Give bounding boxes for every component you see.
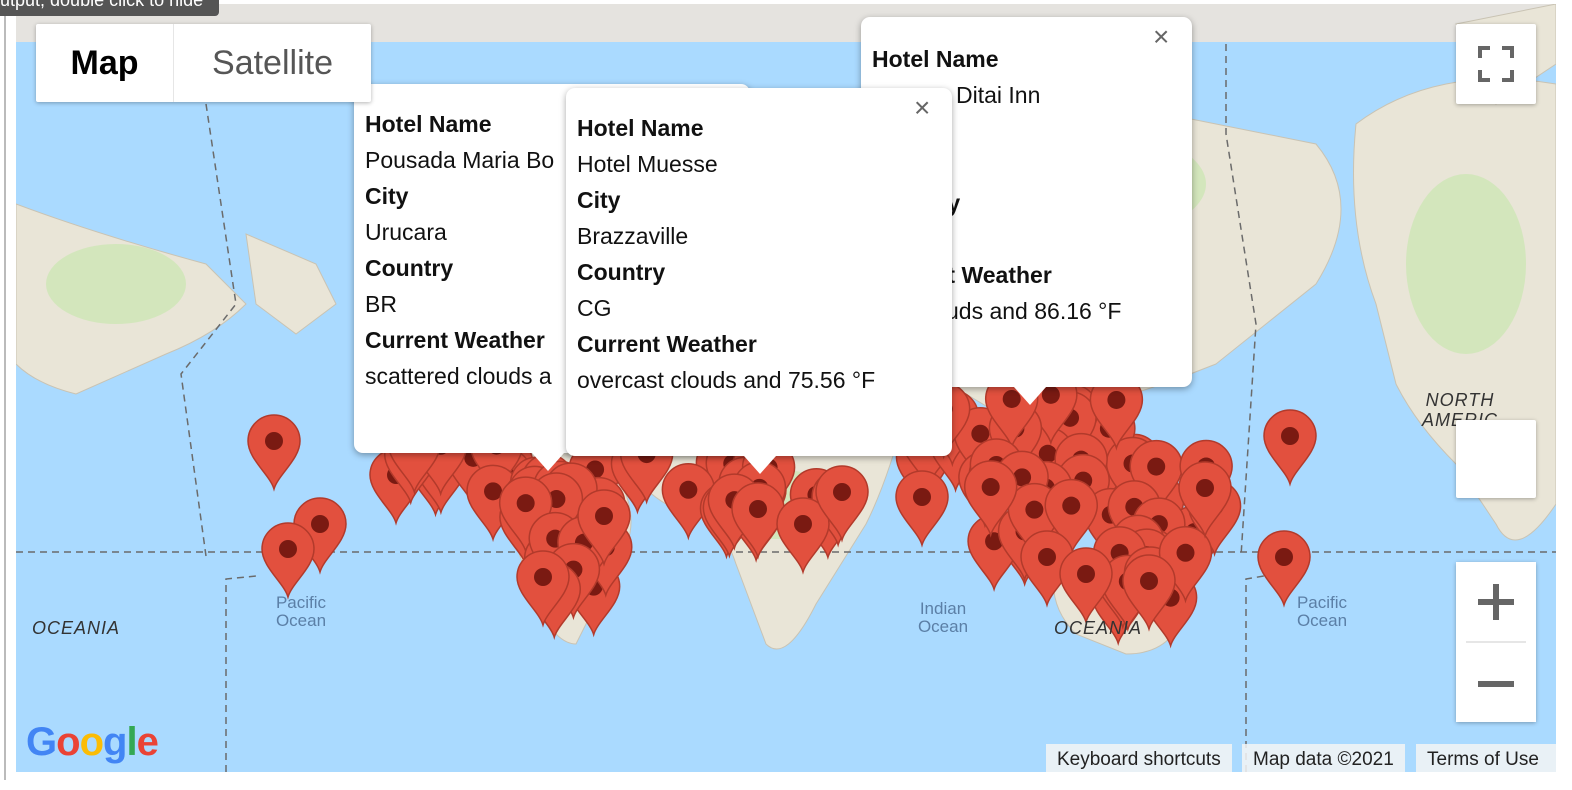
field-label: Hotel Name <box>577 115 704 141</box>
label-line: Ocean <box>275 611 327 630</box>
hotel-marker[interactable] <box>963 460 1018 538</box>
logo-letter: g <box>103 720 127 764</box>
hotel-marker[interactable] <box>1059 547 1113 625</box>
hint-text: utput, double click to hide <box>0 0 204 10</box>
logo-letter: l <box>126 720 137 764</box>
field-label: Hotel Name <box>872 46 999 72</box>
hotel-marker[interactable] <box>895 470 949 548</box>
hotel-marker[interactable] <box>261 522 315 600</box>
close-button[interactable]: × <box>1153 21 1170 52</box>
logo-letter: o <box>56 720 80 764</box>
field-label: Current Weather <box>577 331 757 357</box>
hotel-marker[interactable] <box>1129 439 1183 518</box>
hotel-marker[interactable] <box>776 497 830 575</box>
label-line: Ocean <box>917 617 969 636</box>
close-button[interactable]: × <box>914 92 931 123</box>
hotel-marker[interactable] <box>1263 409 1317 487</box>
field-label: City <box>577 187 621 213</box>
field-value: Hotel Muesse <box>577 151 718 177</box>
cell-border <box>4 0 6 780</box>
label-line: Indian <box>919 599 967 618</box>
field-value: Brazzaville <box>577 223 689 249</box>
pegman-button[interactable] <box>1456 420 1536 498</box>
field-value: CG <box>577 295 612 321</box>
logo-letter: e <box>136 720 159 764</box>
map-data-label: Map data ©2021 <box>1242 744 1405 772</box>
zoom-control <box>1456 562 1536 722</box>
fullscreen-button[interactable] <box>1456 24 1536 104</box>
continent-label: OCEANIA <box>1054 618 1143 638</box>
field-value: uds and 86.16 °F <box>946 298 1122 324</box>
hotel-marker[interactable] <box>1044 478 1099 557</box>
logo-letter: o <box>79 720 104 764</box>
fullscreen-icon <box>1478 46 1514 82</box>
label-line: Ocean <box>1296 611 1348 630</box>
field-label: City <box>365 183 409 209</box>
field-value: Urucara <box>365 219 447 245</box>
hotel-marker[interactable] <box>247 414 301 492</box>
hotel-marker[interactable] <box>1178 461 1232 539</box>
field-value: overcast clouds and 75.56 °F <box>577 367 876 393</box>
info-window: × Hotel Name Hotel Muesse City Brazzavil… <box>566 88 952 474</box>
logo-text: Google <box>26 720 159 764</box>
map-type-control: Map Satellite <box>36 24 371 102</box>
map-button[interactable]: Map <box>70 44 139 82</box>
map: Pacific Ocean Indian Ocean Pacific Ocean OC… <box>16 4 1556 772</box>
hotel-marker[interactable] <box>516 550 570 628</box>
info-tail <box>1014 387 1046 405</box>
field-value: BR <box>365 291 397 317</box>
field-label: Country <box>577 259 666 285</box>
ocean-label: Indian Ocean <box>908 600 978 636</box>
terms-link[interactable]: Terms of Use <box>1416 744 1556 772</box>
field-label: Country <box>365 255 454 281</box>
info-tail <box>532 453 564 471</box>
zoom-out[interactable] <box>1456 643 1536 722</box>
hotel-marker[interactable] <box>1122 554 1176 632</box>
hotel-marker[interactable] <box>1257 530 1311 608</box>
label-line: Pacific <box>275 593 327 612</box>
field-value: Ditai Inn <box>956 82 1041 108</box>
field-label: Hotel Name <box>365 111 492 137</box>
field-label: Current Weather <box>365 327 545 353</box>
hotel-marker[interactable] <box>815 465 869 543</box>
hotel-marker[interactable] <box>577 489 631 567</box>
google-logo[interactable]: Google <box>26 720 159 765</box>
label-line: NORTH <box>1425 390 1495 410</box>
field-value: scattered clouds a <box>365 363 552 389</box>
divider <box>173 24 174 102</box>
zoom-icons <box>1456 562 1536 722</box>
field-value: Pousada Maria Bo <box>365 147 555 173</box>
output-hint[interactable]: utput, double click to hide <box>0 0 220 16</box>
zoom-in[interactable] <box>1456 562 1536 642</box>
keyboard-shortcuts-link[interactable]: Keyboard shortcuts <box>1046 744 1232 772</box>
ocean-label: Pacific Ocean <box>1287 594 1357 630</box>
continent-label: OCEANIA <box>32 618 121 638</box>
info-tail <box>744 456 776 474</box>
ocean-label: Pacific Ocean <box>266 594 336 630</box>
logo-letter: G <box>26 720 57 764</box>
label-line: Pacific <box>1296 593 1348 612</box>
satellite-button[interactable]: Satellite <box>212 44 333 82</box>
